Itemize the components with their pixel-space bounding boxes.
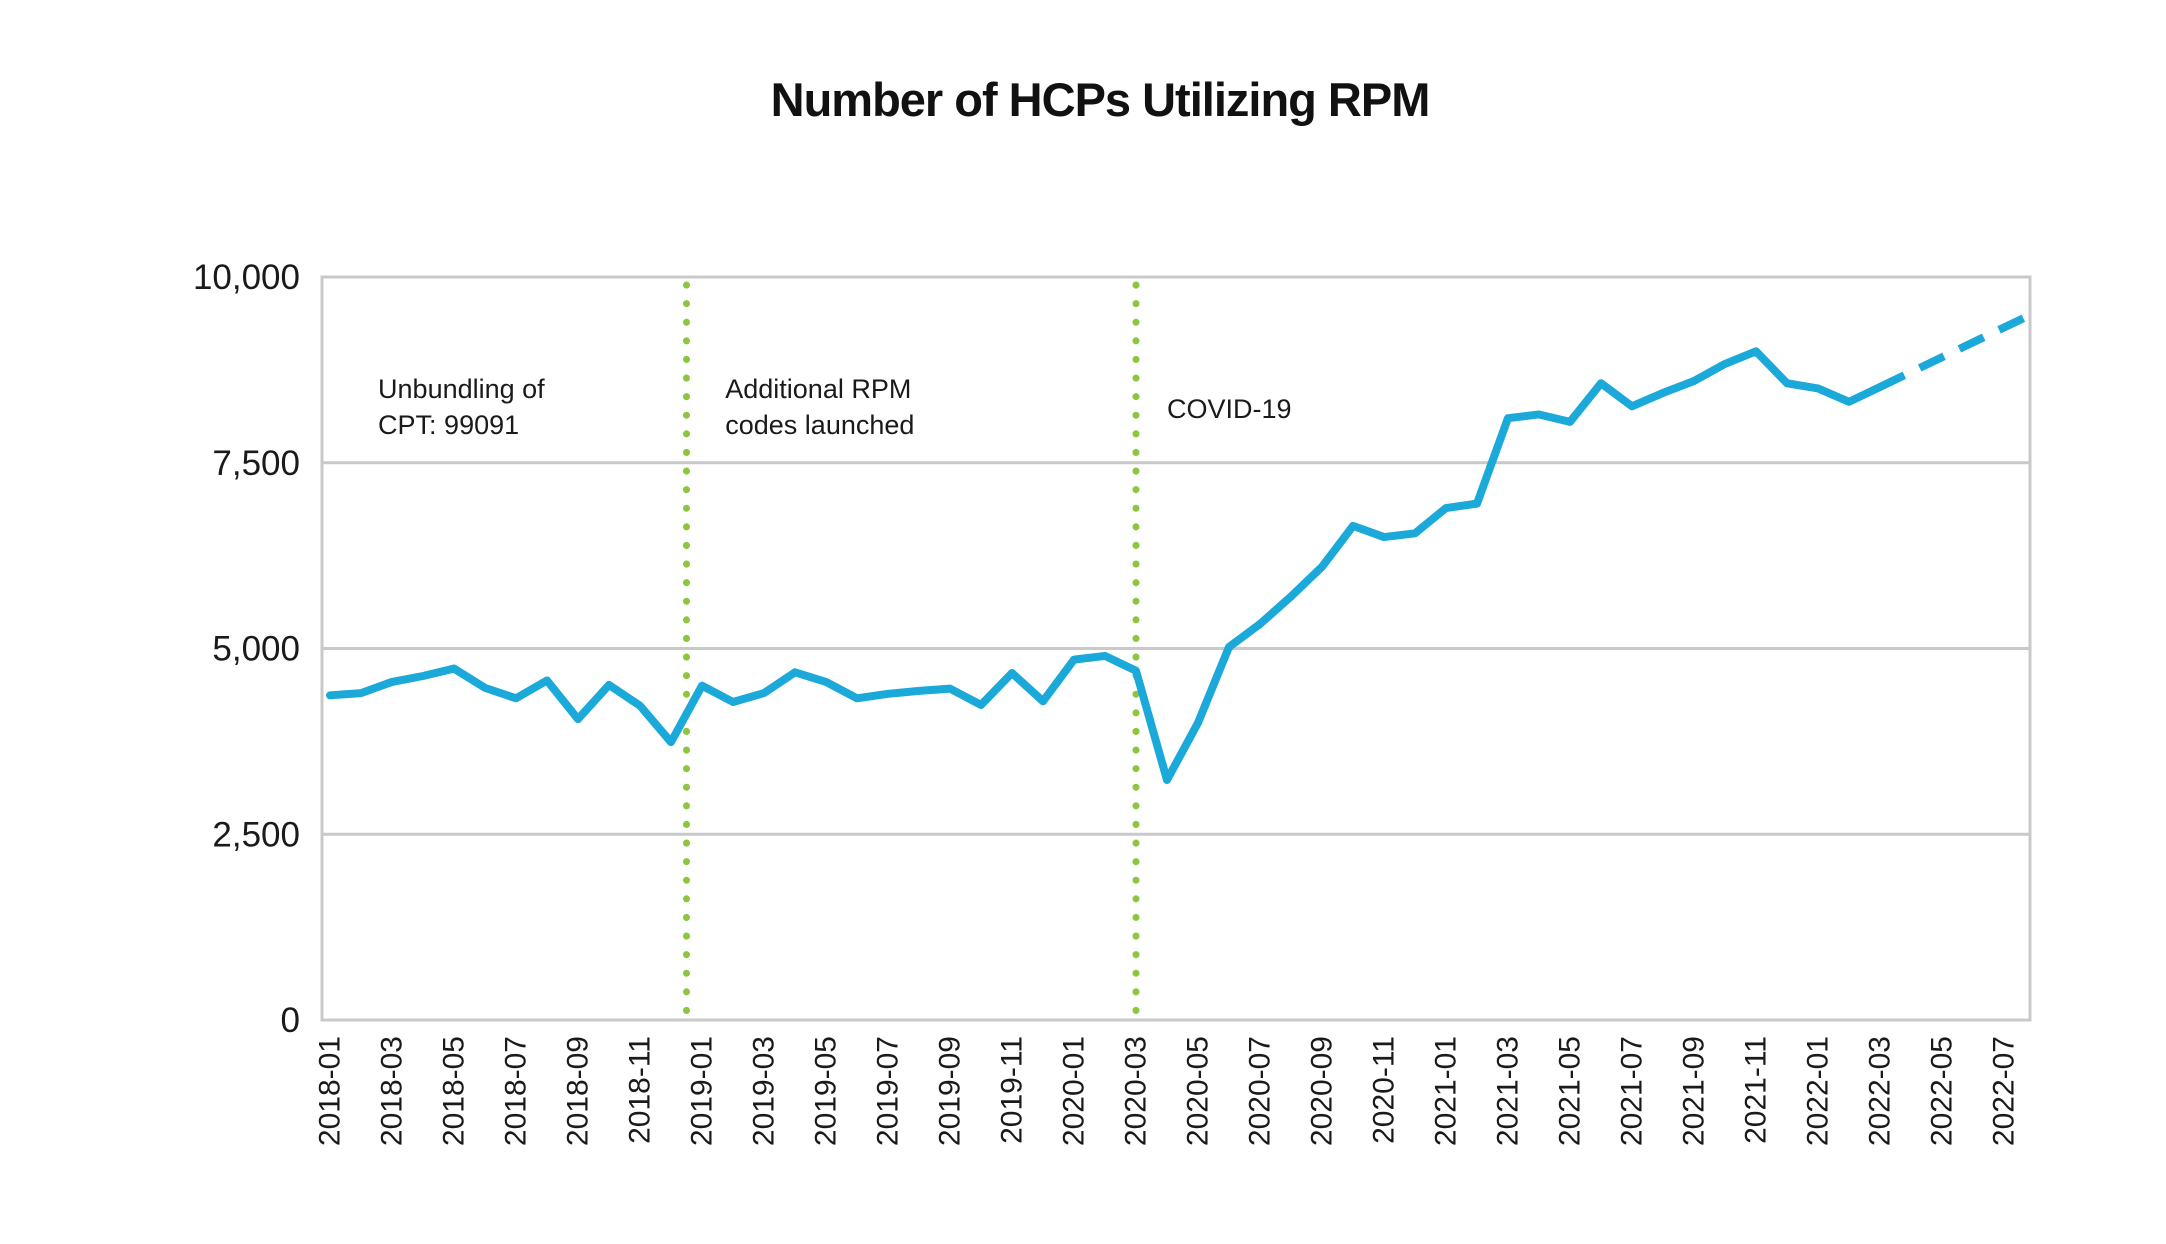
x-tick-label: 2018-01: [314, 1036, 347, 1146]
y-tick-label: 0: [281, 1001, 300, 1040]
x-tick-label: 2022-07: [1988, 1036, 2021, 1146]
x-tick-label: 2019-07: [872, 1036, 905, 1146]
x-tick-label: 2020-07: [1244, 1036, 1277, 1146]
x-tick-label: 2018-11: [624, 1036, 657, 1144]
series-line-solid: [326, 347, 1884, 785]
x-tick-label: 2021-09: [1678, 1036, 1711, 1146]
x-tick-label: 2021-05: [1554, 1036, 1587, 1146]
x-tick-label: 2020-03: [1120, 1036, 1153, 1146]
y-tick-label: 10,000: [193, 258, 300, 297]
x-tick-label: 2018-05: [438, 1036, 471, 1146]
x-tick-label: 2019-01: [686, 1036, 719, 1146]
chart-title: Number of HCPs Utilizing RPM: [770, 73, 1431, 126]
x-tick-label: 2019-11: [996, 1036, 1029, 1144]
x-tick-label: 2021-03: [1492, 1036, 1525, 1146]
x-tick-label: 2022-03: [1864, 1036, 1897, 1146]
x-tick-label: 2018-09: [562, 1036, 595, 1146]
x-tick-label: 2020-05: [1182, 1036, 1215, 1146]
x-tick-label: 2022-01: [1802, 1036, 1835, 1146]
x-tick-label: 2021-11: [1740, 1036, 1773, 1144]
x-tick-label: 2018-07: [500, 1036, 533, 1146]
annotation-text: Additional RPM codes launched: [725, 374, 914, 440]
x-tick-label: 2019-03: [748, 1036, 781, 1146]
x-tick-label: 2021-01: [1430, 1036, 1463, 1146]
y-tick-label: 5,000: [212, 630, 300, 669]
annotation-text: COVID-19: [1167, 394, 1292, 424]
y-tick-label: 7,500: [212, 444, 300, 483]
x-tick-label: 2022-05: [1926, 1036, 1959, 1146]
x-tick-label: 2018-03: [376, 1036, 409, 1146]
x-tick-label: 2021-07: [1616, 1036, 1649, 1146]
x-tick-label: 2020-01: [1058, 1036, 1091, 1146]
series-line-projection: [1878, 311, 2032, 391]
annotation-text: Unbundling of CPT: 99091: [378, 374, 545, 440]
plot-frame: [320, 275, 2032, 1022]
y-tick-label: 2,500: [212, 815, 300, 854]
x-tick-label: 2020-09: [1306, 1036, 1339, 1146]
x-tick-label: 2020-11: [1368, 1036, 1401, 1144]
x-tick-label: 2019-05: [810, 1036, 843, 1146]
x-tick-label: 2019-09: [934, 1036, 967, 1146]
